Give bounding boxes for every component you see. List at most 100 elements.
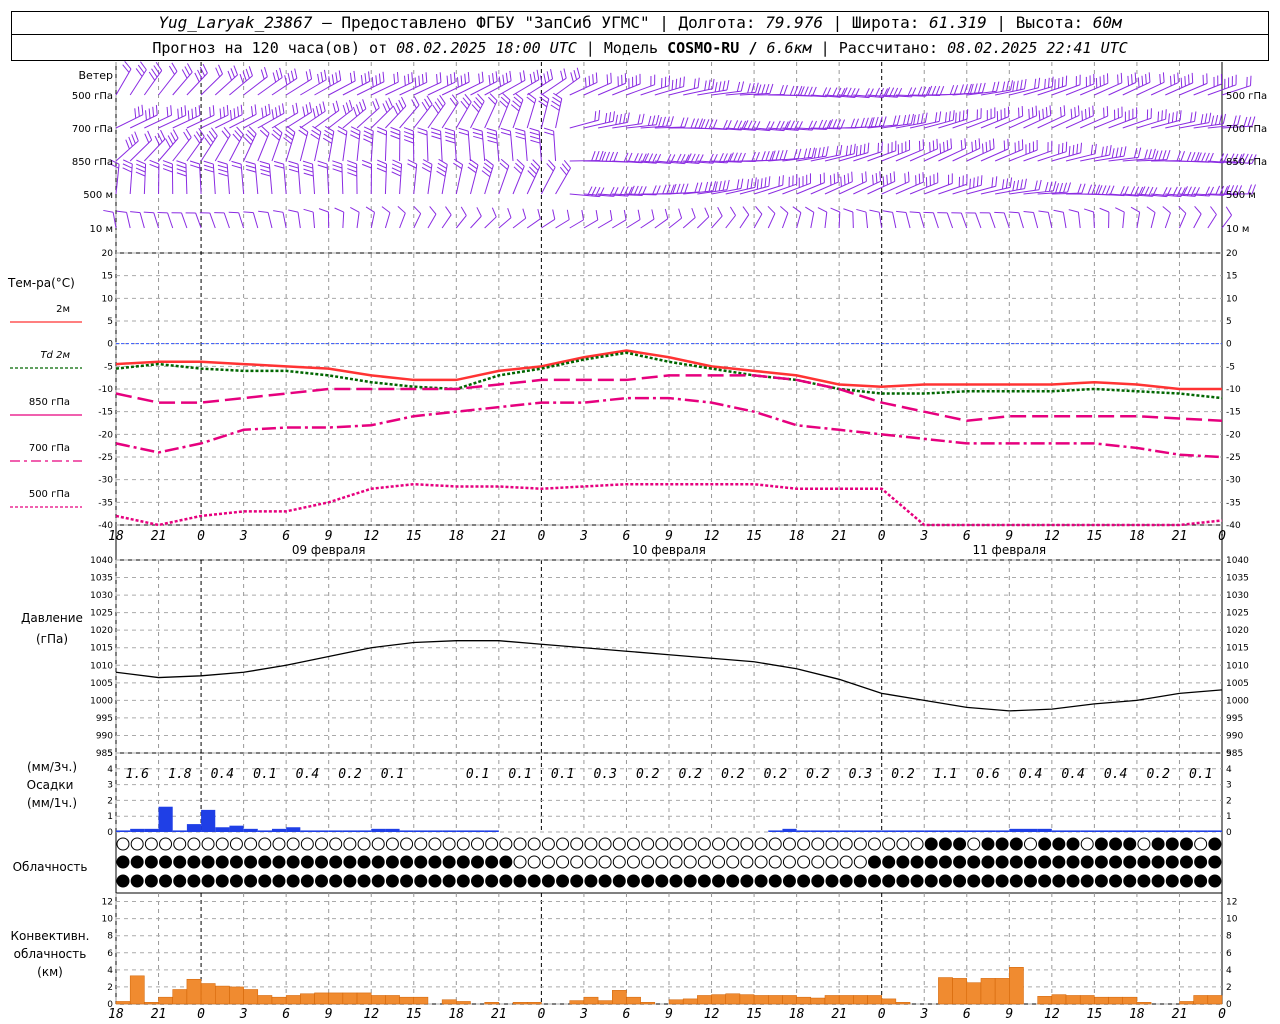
wind-barb-feather — [122, 64, 130, 73]
wind-barb-shaft — [640, 125, 671, 129]
precip-bar — [824, 830, 840, 832]
wind-barb-feather — [718, 153, 724, 163]
precip-bar — [952, 830, 967, 832]
wind-barb-feather — [1105, 145, 1108, 156]
wind-barb-feather — [1157, 111, 1160, 122]
wind-barb-feather — [981, 82, 986, 93]
conv-bar — [200, 983, 216, 1005]
wind-barb-feather — [299, 125, 309, 133]
tick-label-right: 2 — [1226, 796, 1232, 806]
wind-barb-shaft — [540, 98, 550, 129]
wind-barb-feather — [1038, 110, 1041, 121]
wind-barb-feather — [1048, 181, 1053, 192]
cloud-symbol — [513, 837, 527, 851]
cloud-symbol — [187, 855, 201, 869]
wind-barb-feather — [359, 101, 364, 112]
precip-total-3h: 0.2 — [806, 767, 830, 782]
wind-barb-feather — [287, 72, 291, 83]
wind-barb-feather — [487, 139, 498, 144]
wind-barb-feather — [822, 87, 828, 97]
wind-barb-feather — [892, 115, 897, 126]
wind-barb-feather — [233, 108, 236, 119]
wind-barb-feather — [122, 167, 132, 173]
cloud-symbol — [953, 837, 967, 851]
hour-label-bottom: 9 — [325, 1007, 333, 1022]
wind-barb-feather — [245, 133, 254, 142]
wind-barb-shaft — [540, 167, 556, 195]
wind-barb-feather — [754, 177, 757, 188]
wind-barb-shaft — [824, 94, 855, 99]
wind-barb-feather — [527, 92, 537, 100]
wind-barb-feather — [372, 101, 377, 111]
wind-barb-shaft — [905, 212, 911, 229]
cloud-symbol — [556, 874, 570, 888]
wind-barb-shaft — [1018, 212, 1024, 229]
conv-bar — [399, 996, 415, 1005]
wind-barb-feather — [391, 167, 402, 173]
wind-barb-feather — [1134, 186, 1140, 197]
cloud-symbol — [825, 874, 839, 888]
hour-label: 12 — [704, 529, 720, 544]
wind-barb-shaft — [810, 181, 839, 195]
wind-barb-shaft — [1136, 212, 1141, 229]
wind-barb-feather — [551, 100, 561, 107]
cloud-symbol — [215, 855, 229, 869]
hour-label: 15 — [746, 529, 762, 544]
wind-barb-feather — [451, 94, 459, 104]
wind-barb-feather — [803, 86, 809, 97]
wind-barb-feather — [417, 131, 428, 136]
wind-level-label-left: 500 гПа — [72, 91, 113, 102]
wind-barb-feather — [756, 179, 759, 190]
tick-label-left: -40 — [98, 521, 113, 531]
wind-barb-feather — [183, 131, 190, 141]
cloud-symbol — [967, 837, 981, 851]
wind-barb-feather — [712, 78, 715, 89]
wind-barb-feather — [522, 208, 527, 219]
wind-barb-feather — [437, 162, 447, 169]
wind-barb-feather — [1200, 114, 1204, 125]
wind-barb-feather — [140, 61, 147, 71]
wind-barb-shaft — [226, 164, 230, 195]
wind-barb-feather — [566, 209, 570, 220]
cloud-symbol — [272, 837, 286, 851]
pressure-title: Давление — [21, 611, 83, 625]
wind-barb-feather — [981, 143, 984, 154]
wind-barb-feather — [431, 135, 442, 140]
cloud-symbol — [300, 874, 314, 888]
wind-barb-feather — [176, 168, 187, 173]
precip-bar — [1094, 830, 1109, 832]
wind-barb-feather — [726, 179, 730, 190]
wind-barb-feather — [1190, 112, 1193, 123]
conv-bar — [938, 977, 953, 1005]
wind-barb-shaft — [1151, 193, 1182, 198]
wind-barb-shaft — [952, 117, 982, 129]
wind-barb-shaft — [583, 120, 614, 129]
wind-barb-feather — [847, 173, 850, 184]
wind-barb-feather — [792, 206, 802, 213]
wind-barb-feather — [481, 170, 491, 178]
wind-barb-shaft — [1080, 82, 1109, 96]
cloud-symbol — [116, 855, 130, 869]
wind-barb-feather — [761, 151, 766, 161]
wind-level-label-left: 700 гПа — [72, 124, 113, 135]
wind-barb-feather — [963, 84, 968, 94]
tick-label-left: 0 — [107, 340, 113, 350]
wind-barb-feather — [155, 105, 158, 116]
wind-barb-feather — [637, 153, 643, 163]
lat-value: 61.319 — [928, 13, 987, 32]
wind-barb-shaft — [839, 94, 870, 99]
wind-barb-shaft — [796, 182, 825, 195]
wind-barb-shaft — [427, 164, 433, 195]
hour-label-bottom: 9 — [665, 1007, 673, 1022]
wind-barb-shaft — [186, 136, 205, 162]
cloud-symbol — [740, 855, 754, 869]
wind-barb-feather — [530, 139, 541, 144]
wind-barb-feather — [151, 68, 158, 78]
wind-barb-shaft — [839, 152, 869, 162]
wind-barb-feather — [927, 85, 933, 96]
wind-barb-feather — [960, 140, 963, 151]
cloud-symbol — [556, 855, 570, 869]
wind-barb-feather — [469, 158, 479, 166]
wind-barb-feather — [832, 87, 838, 97]
cloud-symbol — [797, 874, 811, 888]
